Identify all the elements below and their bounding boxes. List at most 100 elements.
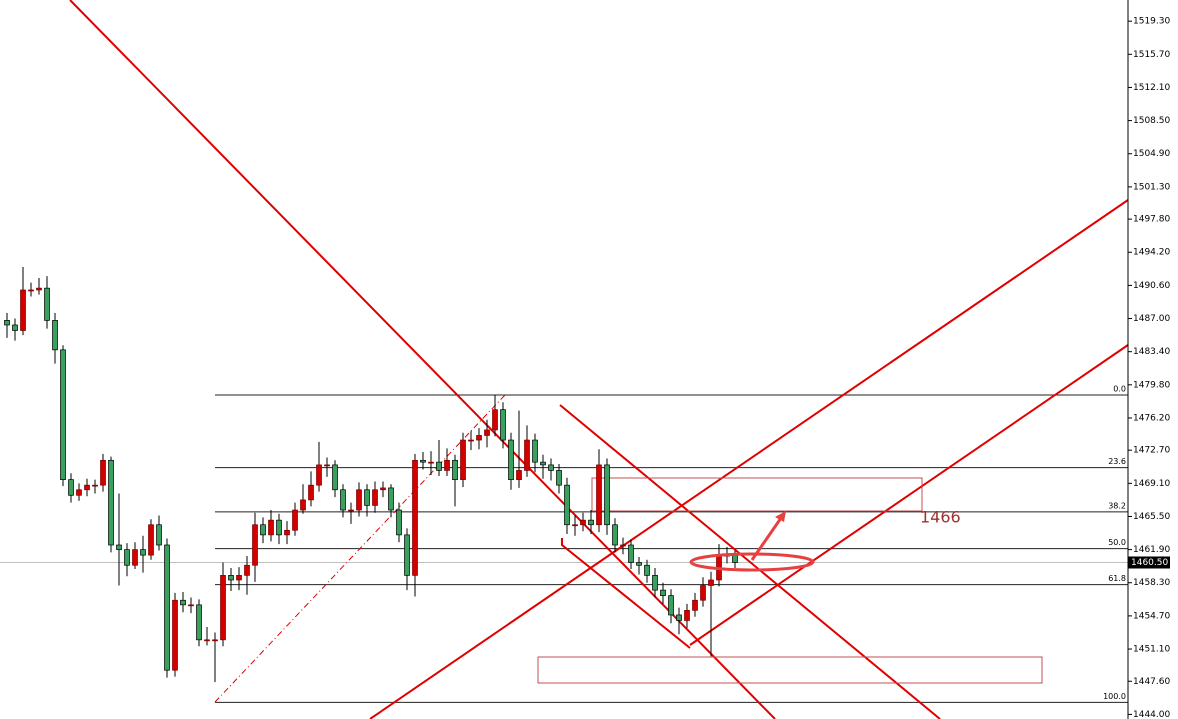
fib-label: 50.0 (1108, 538, 1126, 547)
candle-body (196, 604, 202, 641)
candle-body (340, 489, 346, 511)
candle-body (364, 489, 370, 506)
candle-body (100, 459, 106, 486)
candle-body (84, 484, 90, 491)
candle-body (28, 289, 34, 292)
candle-body (372, 489, 378, 506)
fib-label: 100.0 (1103, 692, 1126, 701)
candle-body (604, 464, 610, 526)
channel-line (689, 344, 1129, 646)
candle-body (324, 464, 330, 467)
candle-body (508, 439, 514, 480)
last-price-box (1128, 556, 1170, 569)
candle-body (228, 575, 234, 581)
candle-body (676, 614, 682, 621)
candle-body (524, 439, 530, 471)
candle-body (260, 524, 266, 536)
candle-body (532, 439, 538, 463)
candle-body (156, 524, 162, 546)
y-tick-label: 1497.80 (1133, 215, 1170, 225)
candle-body (396, 509, 402, 536)
candle-body (140, 549, 146, 556)
candle-body (356, 489, 362, 511)
candle-body (236, 575, 242, 581)
candle-body (76, 489, 82, 496)
candle-body (572, 524, 578, 527)
fib-label: 38.2 (1108, 501, 1126, 510)
y-tick-label: 1461.90 (1133, 545, 1170, 555)
candle-body (52, 320, 58, 351)
y-tick-label: 1512.10 (1133, 83, 1170, 93)
candle-body (516, 470, 522, 480)
y-tick-label: 1519.30 (1133, 17, 1170, 27)
candle-body (700, 585, 706, 601)
candle-body (660, 589, 666, 596)
candle-body (444, 459, 450, 471)
candle-body (564, 484, 570, 526)
y-tick-label: 1487.00 (1133, 314, 1170, 324)
candle-body (452, 459, 458, 480)
zone-box (591, 477, 923, 512)
candle-body (484, 429, 490, 436)
candle-body (492, 409, 498, 431)
candle-body (612, 524, 618, 546)
candle-body (316, 464, 322, 486)
candle-body (332, 464, 338, 491)
fib-label: 0.0 (1113, 384, 1126, 393)
zone-box (537, 656, 1043, 684)
y-tick-label: 1451.10 (1133, 645, 1170, 655)
candle-body (116, 544, 122, 550)
y-tick-label: 1469.10 (1133, 479, 1170, 489)
fib-label: 23.6 (1108, 457, 1126, 466)
candle-body (180, 599, 186, 606)
candle-body (252, 524, 258, 566)
y-tick-label: 1476.20 (1133, 413, 1170, 423)
candle-body (124, 549, 130, 566)
candle-body (60, 349, 66, 480)
arrow-head (775, 511, 786, 522)
candle-body (36, 287, 42, 291)
candle-body (428, 461, 434, 464)
candle-body (420, 459, 426, 463)
y-tick-label: 1447.60 (1133, 677, 1170, 687)
candle-body (580, 519, 586, 526)
candle-body (220, 575, 226, 641)
fib-label: 61.8 (1108, 574, 1126, 583)
price-axis: 1519.30 1515.70 1512.10 1508.50 1504.90 1501.… (1128, 17, 1170, 719)
fib-anchor-line (214, 394, 506, 703)
candle-body (636, 562, 642, 566)
candle-body (388, 487, 394, 511)
y-tick-label: 1504.90 (1133, 149, 1170, 159)
candle-body (284, 529, 290, 536)
y-tick-label: 1479.80 (1133, 380, 1170, 390)
candle-body (292, 509, 298, 531)
candle-body (164, 544, 170, 671)
candle-body (692, 599, 698, 611)
candle-body (12, 324, 18, 331)
y-tick-label: 1483.40 (1133, 347, 1170, 357)
highlight-ellipse (689, 552, 815, 572)
y-tick-label: 1454.70 (1133, 611, 1170, 621)
y-tick-label: 1508.50 (1133, 116, 1170, 126)
candles (4, 266, 738, 683)
candle-body (468, 439, 474, 442)
candle-body (212, 639, 218, 642)
trend-line (559, 404, 941, 719)
annotation: 1466 (920, 508, 961, 527)
candle-body (132, 549, 138, 566)
candle-body (708, 579, 714, 586)
y-tick-label: 1465.50 (1133, 512, 1170, 522)
candle-body (476, 435, 482, 441)
candle-body (588, 519, 594, 526)
trend-line (561, 538, 691, 649)
arrow (750, 517, 783, 561)
drawings (69, 0, 1129, 719)
candle-body (268, 519, 274, 536)
candle-body (628, 544, 634, 563)
candle-body (300, 499, 306, 511)
candle-body (460, 439, 466, 480)
y-tick-label: 1515.70 (1133, 50, 1170, 60)
channel-line (369, 199, 1129, 719)
